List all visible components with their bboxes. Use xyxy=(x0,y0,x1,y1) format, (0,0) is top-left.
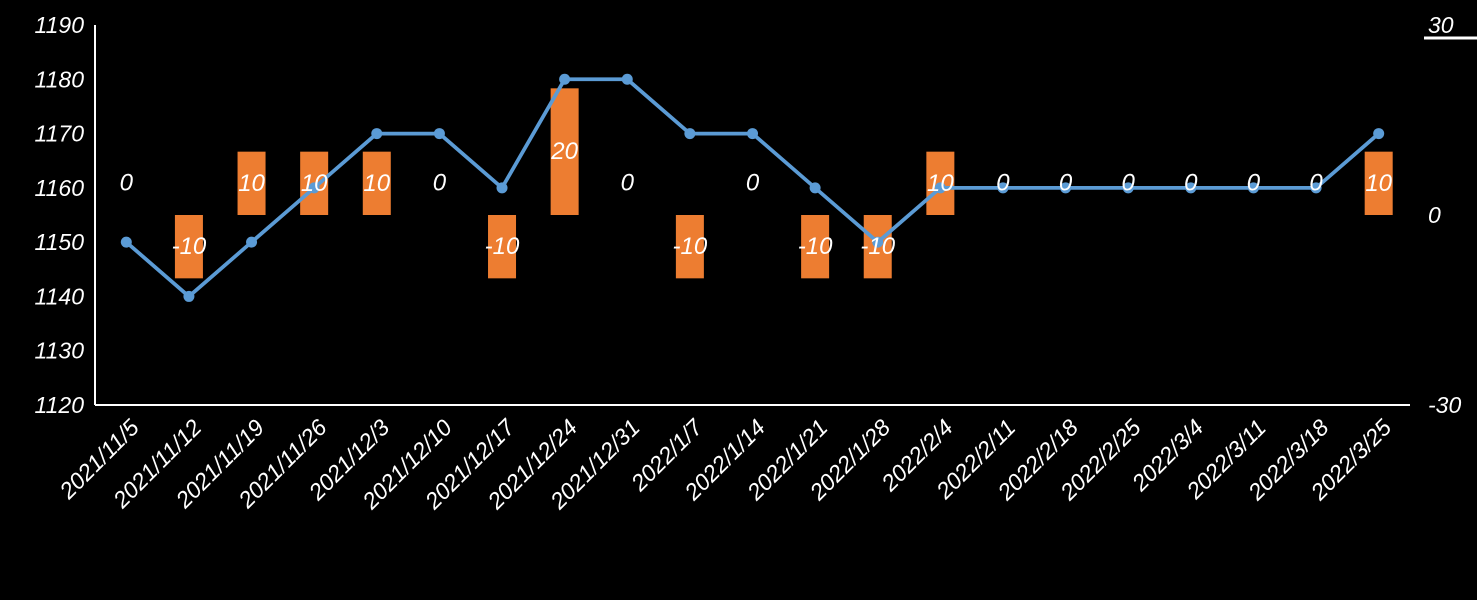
line-marker xyxy=(371,128,383,140)
bar-weekly-change xyxy=(362,151,391,215)
right-axis-tick-label: 0 xyxy=(1428,202,1441,228)
left-axis-tick-label: 1180 xyxy=(35,66,85,92)
bar-data-label: 0 xyxy=(1309,170,1323,197)
line-marker xyxy=(1310,182,1322,194)
bar-data-label: -10 xyxy=(860,233,895,260)
bar-data-label: 10 xyxy=(363,170,390,197)
right-axis-tick-label: 30 xyxy=(1428,12,1454,38)
line-marker xyxy=(872,236,884,248)
bar-data-label: 0 xyxy=(1122,170,1136,197)
line-marker xyxy=(1122,182,1134,194)
bar-weekly-change xyxy=(174,215,203,279)
line-marker xyxy=(183,290,195,302)
bar-data-label: -10 xyxy=(673,233,708,260)
bar-data-label: 0 xyxy=(1059,170,1073,197)
line-marker xyxy=(809,182,821,194)
bar-data-label: 0 xyxy=(621,170,635,197)
line-marker xyxy=(934,182,946,194)
bar-data-label: 20 xyxy=(550,138,578,165)
bar-weekly-change xyxy=(1364,151,1393,215)
bar-data-label: -10 xyxy=(172,233,207,260)
line-marker xyxy=(1373,128,1385,140)
left-axis-tick-label: 1170 xyxy=(35,121,85,147)
line-marker xyxy=(747,128,758,140)
line-marker xyxy=(1185,182,1197,194)
bar-weekly-change xyxy=(488,215,517,279)
line-marker xyxy=(559,73,571,85)
bar-data-label: 0 xyxy=(1247,170,1261,197)
bar-data-label: 0 xyxy=(746,170,760,197)
left-axis-tick-label: 1160 xyxy=(35,175,85,201)
bar-data-label: 0 xyxy=(996,170,1010,197)
left-axis-tick-label: 1140 xyxy=(35,283,85,309)
bar-weekly-change xyxy=(801,215,830,279)
bar-data-label: 10 xyxy=(301,170,328,197)
line-marker xyxy=(997,182,1009,194)
bar-data-label: -10 xyxy=(485,233,520,260)
bar-data-label: 0 xyxy=(120,170,134,197)
bar-data-label: 10 xyxy=(927,170,954,197)
line-marker xyxy=(120,236,132,248)
line-marker xyxy=(621,73,633,85)
bar-data-label: -10 xyxy=(798,233,833,260)
bar-data-label: 0 xyxy=(1184,170,1198,197)
left-axis-tick-label: 1150 xyxy=(35,229,85,255)
line-marker xyxy=(496,182,508,194)
left-axis-tick-label: 1190 xyxy=(35,12,85,38)
left-axis-tick-label: 1130 xyxy=(35,338,85,364)
bar-data-label: 10 xyxy=(238,170,265,197)
bar-weekly-change xyxy=(675,215,704,279)
bar-data-label: 10 xyxy=(1365,170,1392,197)
line-marker xyxy=(246,236,258,248)
bar-data-label: 0 xyxy=(433,170,447,197)
line-marker xyxy=(433,128,445,140)
bar-weekly-change xyxy=(237,151,266,215)
line-marker xyxy=(1060,182,1072,194)
line-marker xyxy=(684,128,696,140)
right-axis-tick-label: -30 xyxy=(1428,392,1461,418)
line-marker xyxy=(1247,182,1259,194)
left-axis-tick-label: 1120 xyxy=(35,392,85,418)
line-marker xyxy=(308,182,320,194)
bar-weekly-change xyxy=(550,88,579,215)
